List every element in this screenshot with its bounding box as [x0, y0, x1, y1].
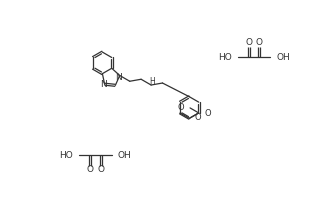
- Text: O: O: [256, 38, 263, 47]
- Text: O: O: [87, 165, 94, 174]
- Text: O: O: [177, 103, 184, 112]
- Text: H: H: [149, 77, 155, 86]
- Text: N: N: [100, 80, 107, 89]
- Text: O: O: [245, 38, 252, 47]
- Text: HO: HO: [59, 151, 73, 160]
- Text: OH: OH: [277, 53, 290, 62]
- Text: O: O: [97, 165, 104, 174]
- Text: HO: HO: [218, 53, 232, 62]
- Text: O: O: [204, 109, 211, 118]
- Text: N: N: [115, 73, 122, 81]
- Text: O: O: [195, 113, 202, 122]
- Text: OH: OH: [118, 151, 131, 160]
